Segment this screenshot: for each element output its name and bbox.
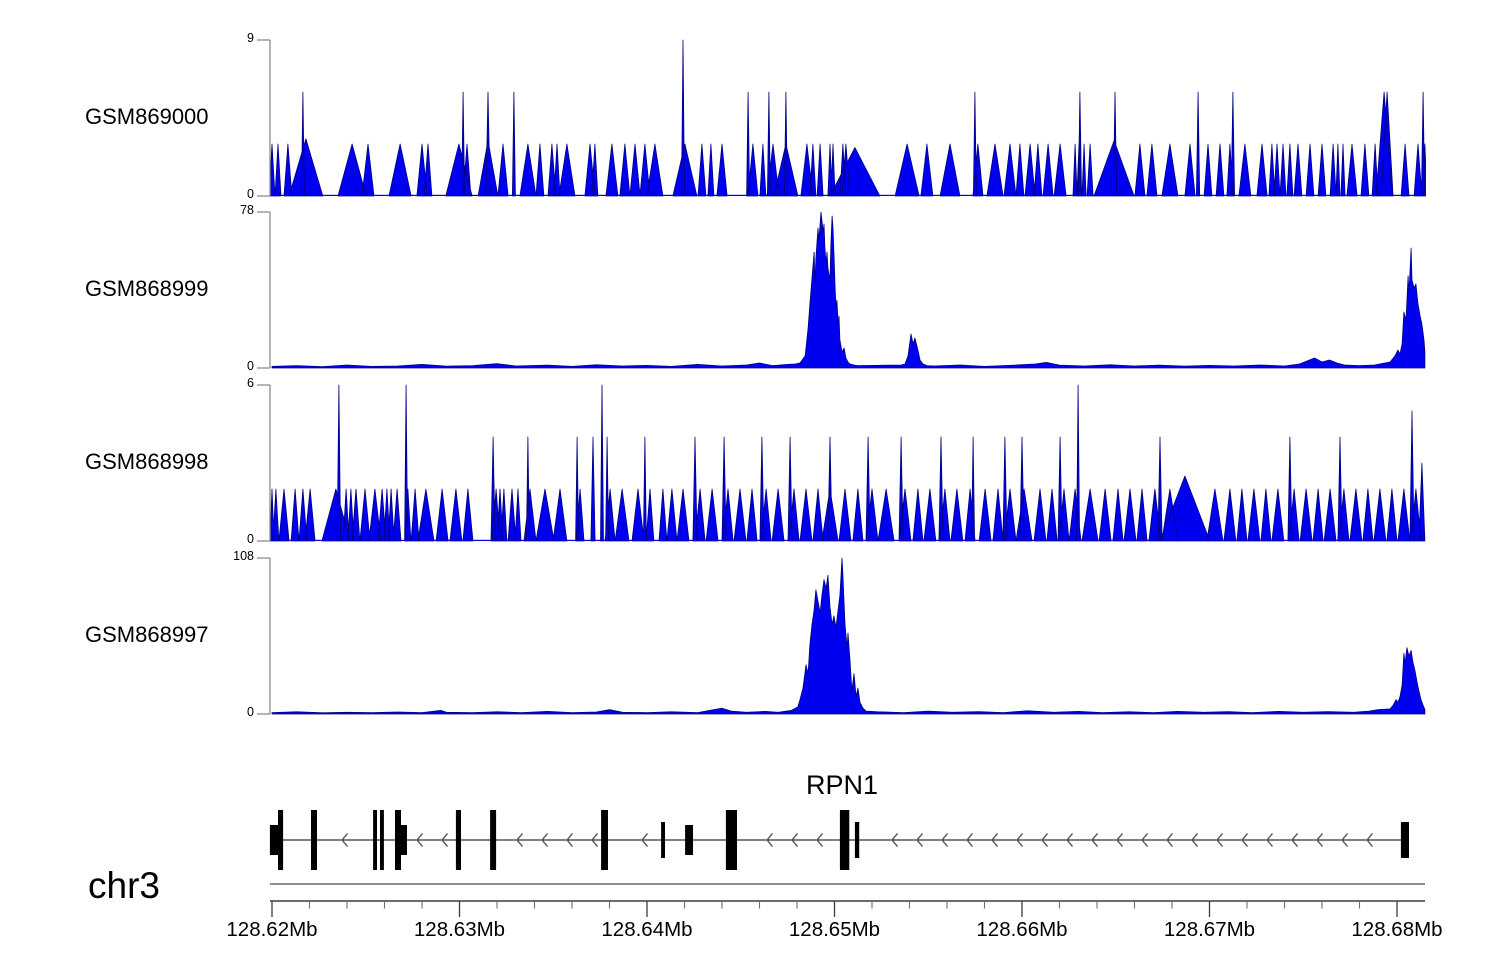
signal-area-GSM868997: [271, 557, 1426, 715]
strand-arrow-left-icon: [991, 833, 999, 847]
strand-arrow-left-icon: [1041, 833, 1049, 847]
strand-arrow-left-icon: [566, 833, 574, 847]
strand-arrow-left-icon: [791, 833, 799, 847]
exon-box: [685, 825, 693, 855]
exon-box: [269, 825, 278, 855]
strand-arrow-left-icon: [441, 833, 449, 847]
track-label-GSM868997: GSM868997: [85, 622, 209, 647]
y-max-label: 9: [247, 31, 254, 45]
axis-tick-label: 128.68Mb: [1351, 918, 1443, 941]
coverage-path: [269, 39, 1426, 197]
strand-arrow-left-icon: [766, 833, 774, 847]
exon-box: [601, 810, 608, 870]
strand-arrow-left-icon: [1191, 833, 1199, 847]
strand-arrow-left-icon: [816, 833, 824, 847]
strand-arrow-left-icon: [591, 833, 599, 847]
strand-arrow-left-icon: [1291, 833, 1299, 847]
exon-box: [725, 810, 737, 870]
strand-arrow-left-icon: [341, 833, 349, 847]
track-label-GSM869000: GSM869000: [85, 104, 209, 129]
exon-box: [380, 810, 384, 870]
exon-box: [839, 810, 850, 870]
gene-model-track: [269, 810, 1409, 870]
exon-box: [661, 822, 665, 858]
strand-arrow-left-icon: [1016, 833, 1024, 847]
exon-box: [401, 825, 407, 855]
axis-tick-label: 128.63Mb: [413, 918, 506, 941]
exon-box: [373, 810, 377, 870]
track-label-GSM868999: GSM868999: [85, 276, 209, 301]
y-max-label: 78: [240, 203, 254, 217]
strand-arrow-left-icon: [966, 833, 974, 847]
axis-tick-label: 128.66Mb: [976, 918, 1068, 941]
strand-arrow-left-icon: [1166, 833, 1174, 847]
strand-arrow-left-icon: [1241, 833, 1249, 847]
exon-box: [395, 810, 401, 870]
y-zero-label: 0: [247, 187, 254, 201]
track-label-GSM868998: GSM868998: [85, 449, 209, 474]
strand-arrow-left-icon: [1366, 833, 1374, 847]
y-zero-label: 0: [247, 532, 254, 546]
y-zero-label: 0: [247, 359, 254, 373]
exon-box: [455, 810, 461, 870]
strand-arrow-left-icon: [891, 833, 899, 847]
strand-arrow-left-icon: [1066, 833, 1074, 847]
strand-arrow-left-icon: [416, 833, 424, 847]
signal-area-GSM869000: [269, 39, 1426, 197]
exon-box: [1400, 822, 1409, 858]
strand-arrow-left-icon: [1316, 833, 1324, 847]
strand-arrow-left-icon: [1216, 833, 1224, 847]
exon-box: [854, 822, 860, 858]
strand-arrow-left-icon: [941, 833, 949, 847]
signal-area-GSM868998: [269, 384, 1426, 542]
exon-box: [490, 810, 497, 870]
axis-tick-label: 128.65Mb: [788, 918, 881, 941]
strand-arrow-left-icon: [516, 833, 524, 847]
coverage-path: [271, 211, 1426, 369]
strand-arrow-left-icon: [641, 833, 649, 847]
signal-area-GSM868999: [271, 211, 1426, 369]
axis-tick-label: 128.67Mb: [1163, 918, 1256, 941]
strand-arrow-left-icon: [1141, 833, 1149, 847]
axis-tick-label: 128.64Mb: [601, 918, 693, 941]
strand-arrow-left-icon: [1091, 833, 1099, 847]
coverage-path: [269, 384, 1426, 542]
y-max-label: 6: [247, 376, 254, 390]
axis-tick-label: 128.62Mb: [226, 918, 318, 941]
coverage-path: [271, 557, 1426, 715]
strand-arrow-left-icon: [1116, 833, 1124, 847]
chromosome-label: chr3: [88, 865, 160, 906]
exon-box: [278, 810, 284, 870]
y-max-label: 108: [233, 549, 254, 563]
strand-arrow-left-icon: [541, 833, 549, 847]
strand-arrow-left-icon: [1266, 833, 1274, 847]
strand-arrow-left-icon: [1341, 833, 1349, 847]
exon-box: [311, 810, 317, 870]
gene-name-label: RPN1: [805, 770, 879, 800]
y-zero-label: 0: [247, 705, 254, 719]
strand-arrow-left-icon: [916, 833, 924, 847]
